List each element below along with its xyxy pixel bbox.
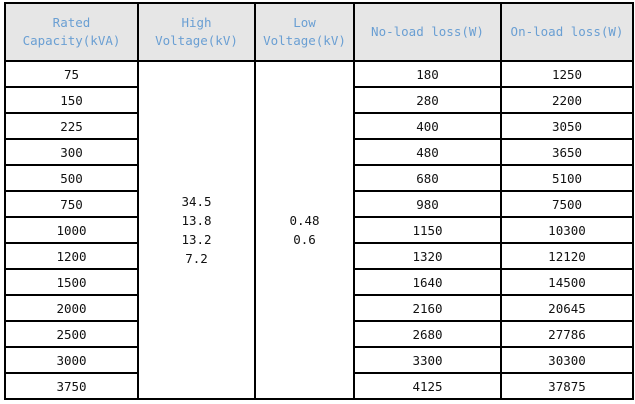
cell-capacity: 75: [4, 60, 139, 88]
cell-capacity: 150: [4, 86, 139, 114]
high-voltage-value: 7.2: [185, 251, 208, 266]
cell-on-load-loss: 30300: [500, 346, 634, 374]
table-row: 3000 3300 30300: [4, 346, 634, 374]
cell-on-load-loss: 2200: [500, 86, 634, 114]
transformer-spec-table: Rated Capacity(kVA) High Voltage(kV) Low Vo…: [4, 2, 634, 400]
cell-on-load-loss: 12120: [500, 242, 634, 270]
cell-on-load-loss: 14500: [500, 268, 634, 296]
cell-high-voltage: 34.5 13.8 13.2 7.2: [137, 60, 256, 400]
cell-on-load-loss: 27786: [500, 320, 634, 348]
header-rated-capacity: Rated Capacity(kVA): [4, 2, 139, 62]
cell-no-load-loss: 2680: [353, 320, 502, 348]
table-row: 1500 1640 14500: [4, 268, 634, 296]
cell-on-load-loss: 10300: [500, 216, 634, 244]
table-row: 75 34.5 13.8 13.2 7.2 0.48 0.6 180 1250: [4, 60, 634, 400]
low-voltage-value: 0.48: [289, 213, 320, 228]
table-row: 3750 4125 37875: [4, 372, 634, 400]
table-row: 500 680 5100: [4, 164, 634, 192]
cell-no-load-loss: 3300: [353, 346, 502, 374]
table-row: 1000 1150 10300: [4, 216, 634, 244]
cell-capacity: 500: [4, 164, 139, 192]
cell-no-load-loss: 2160: [353, 294, 502, 322]
cell-capacity: 225: [4, 112, 139, 140]
cell-capacity: 1500: [4, 268, 139, 296]
cell-on-load-loss: 1250: [500, 60, 634, 88]
cell-no-load-loss: 1320: [353, 242, 502, 270]
cell-on-load-loss: 7500: [500, 190, 634, 218]
table-row: 300 480 3650: [4, 138, 634, 166]
table-row: 1200 1320 12120: [4, 242, 634, 270]
cell-no-load-loss: 680: [353, 164, 502, 192]
cell-capacity: 2000: [4, 294, 139, 322]
cell-no-load-loss: 400: [353, 112, 502, 140]
cell-no-load-loss: 980: [353, 190, 502, 218]
table-row: 2000 2160 20645: [4, 294, 634, 322]
high-voltage-value: 34.5: [181, 194, 212, 209]
low-voltage-value: 0.6: [293, 232, 316, 247]
header-line: Voltage(kV): [263, 33, 346, 48]
cell-capacity: 3750: [4, 372, 139, 400]
table-row: 150 280 2200: [4, 86, 634, 114]
cell-no-load-loss: 280: [353, 86, 502, 114]
cell-no-load-loss: 180: [353, 60, 502, 88]
header-no-load-loss: No-load loss(W): [353, 2, 502, 62]
table-row: 2500 2680 27786: [4, 320, 634, 348]
cell-on-load-loss: 20645: [500, 294, 634, 322]
table-row: 225 400 3050: [4, 112, 634, 140]
cell-no-load-loss: 1640: [353, 268, 502, 296]
cell-capacity: 300: [4, 138, 139, 166]
cell-no-load-loss: 4125: [353, 372, 502, 400]
header-on-load-loss: On-load loss(W): [500, 2, 634, 62]
cell-low-voltage: 0.48 0.6: [254, 60, 355, 400]
header-line: Voltage(kV): [155, 33, 238, 48]
cell-capacity: 1000: [4, 216, 139, 244]
cell-capacity: 1200: [4, 242, 139, 270]
cell-on-load-loss: 3650: [500, 138, 634, 166]
header-high-voltage: High Voltage(kV): [137, 2, 256, 62]
cell-on-load-loss: 37875: [500, 372, 634, 400]
cell-capacity: 3000: [4, 346, 139, 374]
cell-capacity: 750: [4, 190, 139, 218]
cell-on-load-loss: 3050: [500, 112, 634, 140]
cell-no-load-loss: 480: [353, 138, 502, 166]
cell-on-load-loss: 5100: [500, 164, 634, 192]
table-row: 750 980 7500: [4, 190, 634, 218]
header-row: Rated Capacity(kVA) High Voltage(kV) Low Vo…: [4, 2, 634, 62]
cell-capacity: 2500: [4, 320, 139, 348]
high-voltage-value: 13.2: [181, 232, 212, 247]
header-line: Low: [293, 15, 316, 30]
header-line: Rated: [52, 15, 91, 30]
cell-no-load-loss: 1150: [353, 216, 502, 244]
header-line: High: [181, 15, 212, 30]
header-line: Capacity(kVA): [22, 33, 121, 48]
high-voltage-value: 13.8: [181, 213, 212, 228]
header-low-voltage: Low Voltage(kV): [254, 2, 355, 62]
